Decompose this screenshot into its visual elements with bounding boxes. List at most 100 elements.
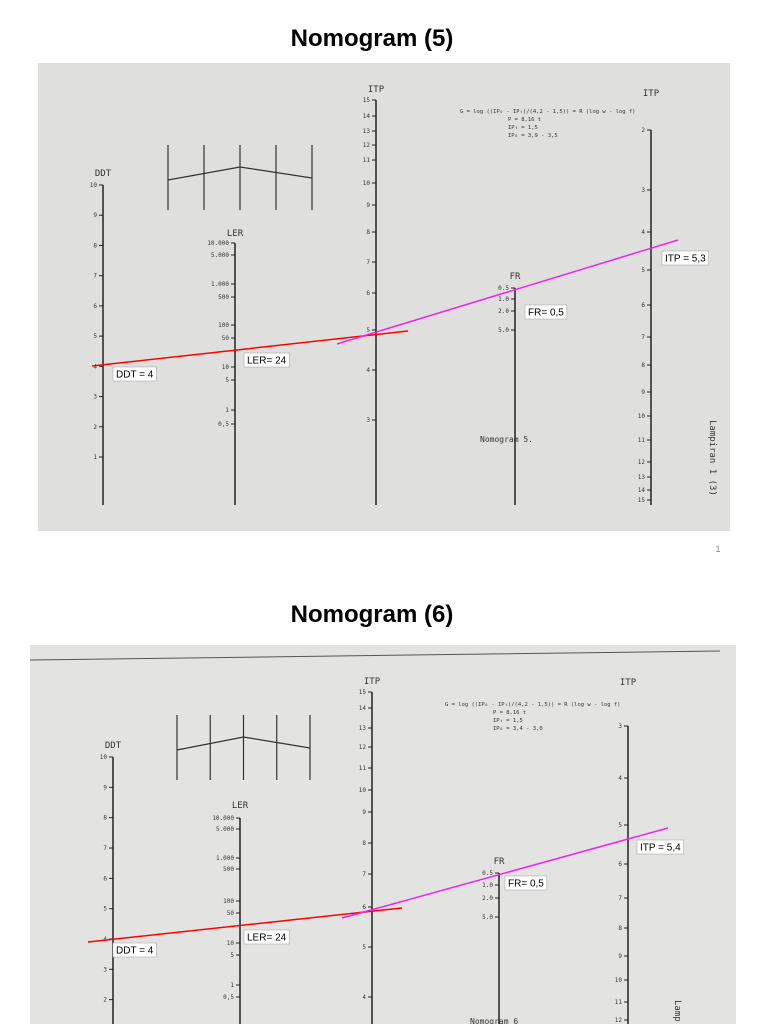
axis-tick-label: 15: [638, 497, 646, 504]
annotation-box: [661, 250, 709, 266]
axis-tick-label: 10.000: [207, 240, 229, 247]
axis-tick-label: 7: [362, 871, 366, 878]
axis-tick-label: 4: [618, 775, 622, 782]
axis-tick-label: 12: [363, 142, 371, 149]
annotation: LER= 24: [247, 933, 287, 944]
scan-image: DDT10987654321LER10.0005.0001.0005001005…: [30, 645, 736, 1024]
axis-tick-label: 6: [93, 303, 97, 310]
axis-tick-label: 5.0: [482, 914, 493, 921]
axis-tick-label: 4: [362, 994, 366, 1001]
axis-tick-label: 8: [362, 840, 366, 847]
axis-tick-label: 9: [618, 953, 622, 960]
annotation: ITP = 5,3: [665, 254, 706, 265]
axis-tick-label: 10: [90, 182, 98, 189]
axis-tick-label: 0,5: [223, 994, 234, 1001]
axis-tick-label: 0.5: [498, 285, 509, 292]
annotation-box: [112, 942, 157, 958]
scan-caption: Nomogram 5.: [480, 435, 533, 444]
axis-tick-label: 10: [615, 977, 623, 984]
axis-tick-label: 1: [225, 407, 229, 414]
axis-tick-label: 500: [223, 866, 234, 873]
scan-caption: Nomogram 6: [470, 1017, 518, 1024]
axis-tick-label: 8: [641, 362, 645, 369]
magenta-line: [336, 239, 679, 345]
axis-title: DDT: [95, 169, 112, 179]
axis-tick-label: 12: [359, 744, 367, 751]
axis-tick-label: 14: [638, 487, 646, 494]
axis-tick-label: 15: [363, 97, 371, 104]
axis-tick-label: 15: [359, 689, 367, 696]
axis-tick-label: 6: [618, 861, 622, 868]
axis-tick-label: 3: [618, 723, 622, 730]
axis-tick-label: 50: [222, 335, 230, 342]
axis-tick-label: 5.000: [216, 826, 234, 833]
annotation-box: [504, 875, 548, 891]
axis-title: ITP: [620, 678, 637, 688]
axis-tick-label: 13: [638, 474, 646, 481]
axis-tick-label: 2.0: [482, 895, 493, 902]
formula-line: P = 8,16 t: [493, 710, 526, 716]
axis-tick-label: 10: [638, 413, 646, 420]
axis-tick-label: 8: [366, 229, 370, 236]
axis-tick-label: 5: [93, 333, 97, 340]
axis-tick-label: 10: [222, 364, 230, 371]
axis-tick-label: 0.5: [482, 870, 493, 877]
axis-title: LER: [232, 801, 249, 811]
axis-title: ITP: [368, 85, 385, 95]
formula-line: IPₜ = 1,5: [493, 718, 523, 724]
axis-tick-label: 5: [225, 377, 229, 384]
red-line: [87, 907, 403, 943]
axis-tick-label: 10: [227, 940, 235, 947]
axis-tick-label: 1.0: [482, 882, 493, 889]
side-note: Lamp: [672, 1000, 682, 1022]
axis-tick-label: 7: [641, 334, 645, 341]
axis-tick-label: 11: [638, 437, 646, 444]
formula-line: P = 8,16 t: [508, 117, 541, 123]
formula-line: IPₜ = 1,5: [508, 125, 538, 131]
slide-title: Nomogram (6): [291, 601, 454, 628]
axis-tick-label: 5: [641, 267, 645, 274]
axis-tick-label: 11: [615, 999, 623, 1006]
axis-tick-label: 9: [93, 212, 97, 219]
axis-tick-label: 4: [641, 229, 645, 236]
side-note: Lampiran 1 (3): [707, 420, 717, 496]
axis-tick-label: 1.0: [498, 296, 509, 303]
axis-tick-label: 5: [230, 952, 234, 959]
annotation: DDT = 4: [116, 370, 154, 381]
axis-tick-label: 3: [93, 394, 97, 401]
axis-tick-label: 5: [103, 906, 107, 913]
axis-tick-label: 5.000: [211, 252, 229, 259]
axis-tick-label: 0,5: [218, 421, 229, 428]
axis-tick-label: 9: [366, 202, 370, 209]
axis-tick-label: 8: [103, 815, 107, 822]
annotation: ITP = 5,4: [640, 843, 681, 854]
axis-title: FR: [510, 272, 521, 282]
axis-title: LER: [227, 229, 244, 239]
axis-tick-label: 7: [618, 895, 622, 902]
axis-tick-label: 14: [363, 113, 371, 120]
scan-image: DDT10987654321LER10.0005.0001.0005001005…: [38, 63, 730, 531]
axis-tick-label: 7: [103, 845, 107, 852]
axis-tick-label: 7: [366, 259, 370, 266]
page-number: 1: [715, 544, 720, 554]
axis-tick-label: 10: [100, 754, 108, 761]
axis-tick-label: 5: [618, 822, 622, 829]
axis-title: ITP: [643, 89, 660, 99]
axis-tick-label: 1.000: [211, 281, 229, 288]
axis-tick-label: 11: [363, 157, 371, 164]
axis-tick-label: 2: [93, 424, 97, 431]
slide-title: Nomogram (5): [291, 25, 454, 52]
axis-tick-label: 3: [103, 966, 107, 973]
axis-tick-label: 1: [230, 982, 234, 989]
axis-tick-label: 11: [359, 765, 367, 772]
formula-line: IP₀ = 3,4 - 3,0: [493, 726, 543, 732]
axis-tick-label: 4: [93, 363, 97, 370]
annotation: DDT = 4: [116, 946, 154, 957]
axis-tick-label: 8: [618, 925, 622, 932]
axis-tick-label: 50: [227, 910, 235, 917]
axis-tick-label: 2.0: [498, 308, 509, 315]
red-line: [91, 330, 409, 367]
axis-tick-label: 10.000: [212, 815, 234, 822]
axis-tick-label: 13: [359, 725, 367, 732]
axis-tick-label: 4: [366, 367, 370, 374]
